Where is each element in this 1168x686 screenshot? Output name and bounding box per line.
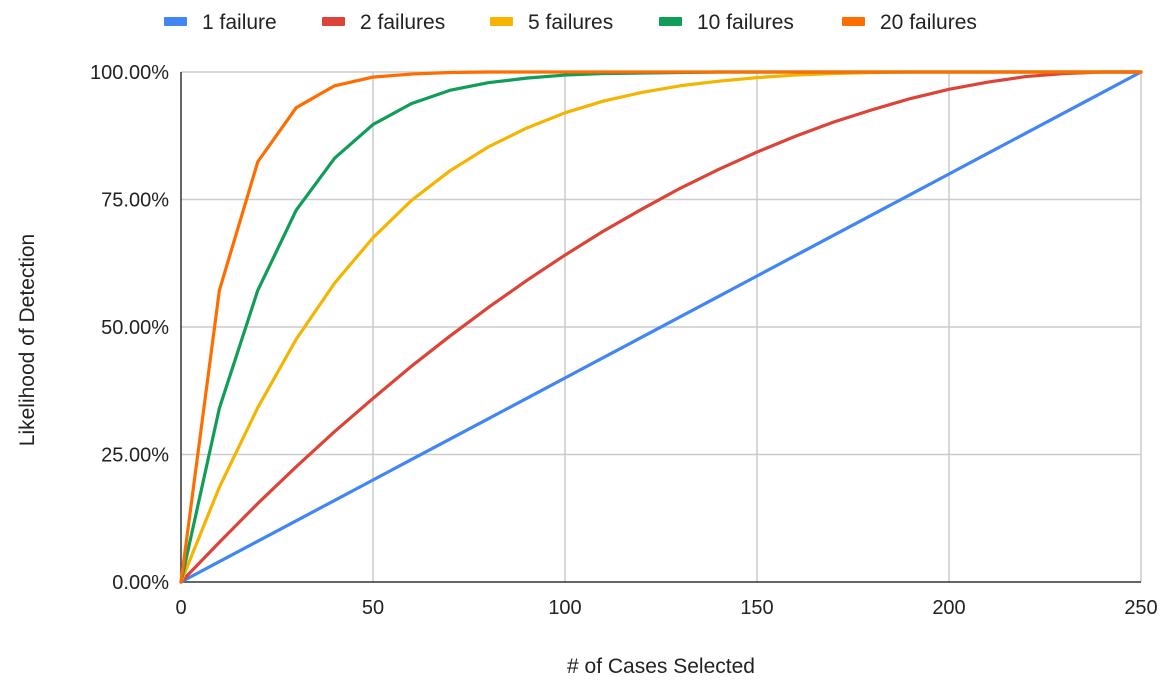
x-tick-label: 200 — [932, 597, 965, 619]
legend-label: 2 failures — [360, 11, 445, 34]
series-lines — [179, 70, 1143, 584]
legend-swatch — [842, 17, 865, 26]
legend-swatch — [322, 17, 345, 26]
y-tick-label: 75.00% — [101, 190, 169, 212]
legend-item-5-failures: 5 failures — [490, 11, 613, 34]
legend-swatch — [659, 17, 682, 26]
y-tick-label: 25.00% — [101, 445, 169, 467]
x-tick-label: 150 — [740, 597, 773, 619]
series-line-1-failure — [179, 70, 1143, 584]
x-tick-label: 250 — [1124, 597, 1157, 619]
x-axis-title: # of Cases Selected — [567, 655, 755, 678]
y-axis-title: Likelihood of Detection — [16, 234, 39, 446]
legend-label: 20 failures — [880, 11, 977, 34]
x-tick-label: 100 — [548, 597, 581, 619]
y-tick-label: 0.00% — [112, 572, 169, 594]
legend-label: 1 failure — [202, 11, 277, 34]
legend-item-2-failures: 2 failures — [322, 11, 445, 34]
legend-label: 5 failures — [528, 11, 613, 34]
y-axis-ticks: 0.00% 25.00% 50.00% 75.00% 100.00% — [90, 62, 169, 594]
series-line-2-failures — [179, 70, 1143, 584]
legend-swatch — [164, 17, 187, 26]
legend-item-20-failures: 20 failures — [842, 11, 977, 34]
legend: 1 failure 2 failures 5 failures 10 failures… — [164, 11, 977, 34]
legend-item-1-failure: 1 failure — [164, 11, 277, 34]
x-tick-label: 0 — [175, 597, 186, 619]
y-tick-label: 100.00% — [90, 62, 169, 84]
legend-label: 10 failures — [697, 11, 794, 34]
legend-item-10-failures: 10 failures — [659, 11, 794, 34]
legend-swatch — [490, 17, 513, 26]
x-tick-label: 50 — [362, 597, 384, 619]
series-line-20-failures — [179, 70, 1143, 584]
x-axis-ticks: 0 50 100 150 200 250 — [175, 597, 1157, 619]
y-tick-label: 50.00% — [101, 317, 169, 339]
